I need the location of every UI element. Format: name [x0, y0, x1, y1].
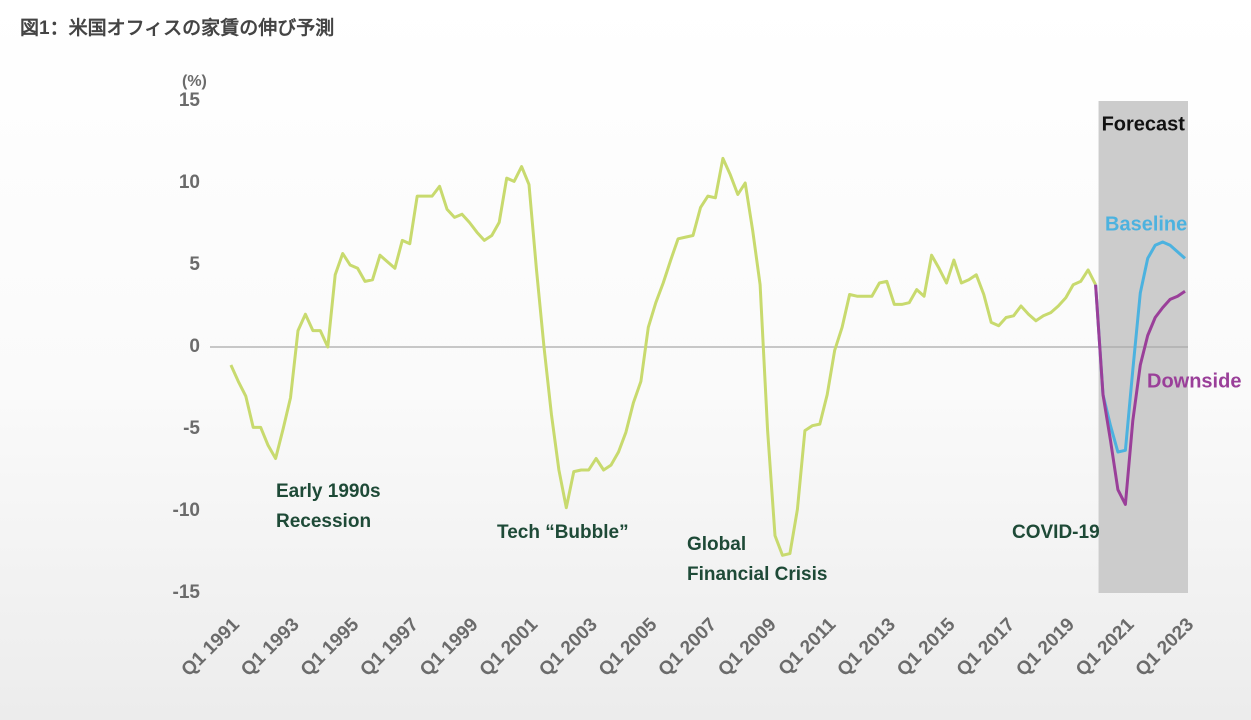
series-line — [1094, 240, 1186, 454]
annotation: Tech “Bubble” — [497, 522, 629, 543]
chart-title: 図1：米国オフィスの家賃の伸び予測 — [20, 16, 334, 39]
y-tick-label: 5 — [189, 254, 200, 275]
series-label: Baseline — [1105, 213, 1187, 235]
y-tick-label: 15 — [179, 90, 201, 111]
y-tick-label: 10 — [179, 172, 200, 193]
series-label: Downside — [1147, 370, 1241, 392]
y-tick-label: -10 — [173, 500, 200, 521]
annotation: Early 1990s — [276, 481, 381, 502]
annotation: Financial Crisis — [687, 564, 827, 585]
annotation: Global — [687, 534, 746, 555]
series-line — [1094, 284, 1186, 506]
annotation: Recession — [276, 511, 371, 532]
y-tick-label: -5 — [183, 418, 200, 439]
y-axis-unit: (%) — [182, 73, 207, 90]
forecast-label: Forecast — [1102, 113, 1186, 135]
y-tick-label: 0 — [189, 336, 200, 357]
annotation: COVID-19 — [1012, 522, 1100, 543]
y-tick-label: -15 — [173, 582, 201, 603]
series-line — [229, 156, 1097, 557]
